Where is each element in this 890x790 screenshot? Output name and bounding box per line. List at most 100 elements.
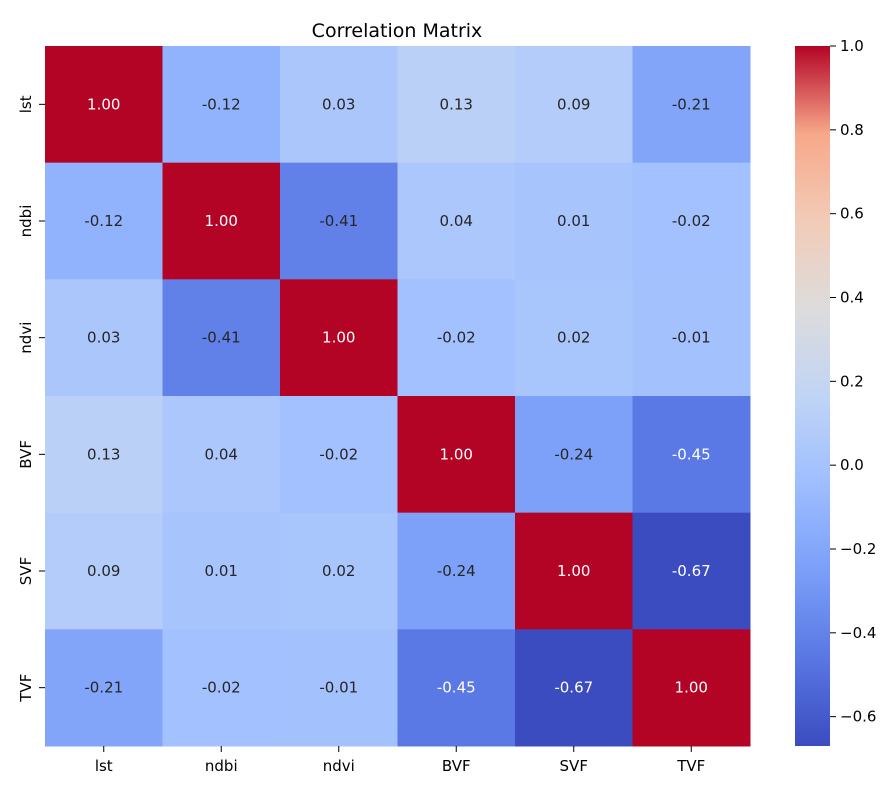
heatmap-cell-TVF-ndbi	[162, 629, 281, 747]
heatmap-cell-lst-SVF	[515, 46, 633, 164]
cell-value-ndbi-ndvi: -0.41	[319, 212, 358, 230]
heatmap-cell-lst-lst	[45, 46, 163, 164]
heatmap-cell-lst-ndbi	[162, 46, 281, 164]
colorbar-tick-label: 1.0	[840, 37, 864, 55]
colorbar-gradient	[795, 46, 830, 746]
cell-value-BVF-lst: 0.13	[87, 445, 120, 463]
heatmap-cell-ndbi-ndvi	[280, 162, 398, 280]
cell-value-lst-lst: 1.00	[87, 95, 120, 113]
x-tick-label-lst: lst	[95, 757, 113, 775]
cell-value-ndvi-TVF: -0.01	[672, 329, 711, 347]
chart-title: Correlation Matrix	[312, 20, 483, 42]
cell-value-TVF-lst: -0.21	[84, 679, 123, 697]
cell-value-BVF-TVF: -0.45	[672, 445, 711, 463]
heatmap-cell-TVF-lst	[45, 629, 163, 747]
heatmap-cell-ndbi-ndbi	[162, 162, 281, 280]
cell-value-lst-ndvi: 0.03	[322, 95, 355, 113]
heatmap-cell-lst-BVF	[397, 46, 516, 164]
cell-value-SVF-ndbi: 0.01	[205, 562, 238, 580]
heatmap-cell-BVF-SVF	[515, 396, 633, 514]
cell-value-ndvi-ndbi: -0.41	[202, 329, 241, 347]
colorbar-tick-label: 0.6	[840, 205, 864, 223]
colorbar-tick-label: 0.0	[840, 456, 864, 474]
heatmap-cell-BVF-BVF	[397, 396, 516, 514]
cell-value-ndvi-SVF: 0.02	[557, 329, 590, 347]
heatmap-cell-lst-ndvi	[280, 46, 398, 164]
cell-value-BVF-SVF: -0.24	[554, 445, 593, 463]
heatmap-cells	[45, 46, 751, 747]
heatmap-cell-ndvi-SVF	[515, 279, 633, 397]
heatmap-cell-SVF-TVF	[632, 512, 751, 630]
colorbar: 1.0 0.8 0.6 0.4 0.2 0.0 −0.2 −0.4 −0.6	[795, 37, 876, 746]
heatmap-cell-ndbi-lst	[45, 162, 163, 280]
cell-value-ndbi-BVF: 0.04	[440, 212, 473, 230]
cell-value-TVF-TVF: 1.00	[675, 679, 708, 697]
heatmap-cell-SVF-ndbi	[162, 512, 281, 630]
y-tick-label-BVF: BVF	[17, 440, 35, 469]
x-tick-label-ndbi: ndbi	[205, 757, 238, 775]
heatmap-cell-BVF-TVF	[632, 396, 751, 514]
cell-value-ndbi-lst: -0.12	[84, 212, 123, 230]
heatmap-cell-SVF-ndvi	[280, 512, 398, 630]
cell-value-ndvi-BVF: -0.02	[437, 329, 476, 347]
cell-value-TVF-ndvi: -0.01	[319, 679, 358, 697]
heatmap-cell-ndbi-TVF	[632, 162, 751, 280]
cell-value-ndvi-ndvi: 1.00	[322, 329, 355, 347]
heatmap-cell-TVF-TVF	[632, 629, 751, 747]
heatmap-cell-BVF-ndbi	[162, 396, 281, 514]
cell-annotations: 1.00 -0.12 0.03 0.13 0.09 -0.21 -0.12 1.00 -0.41…	[84, 95, 710, 696]
cell-value-lst-BVF: 0.13	[440, 95, 473, 113]
heatmap-cell-BVF-ndvi	[280, 396, 398, 514]
y-tick-label-ndbi: ndbi	[17, 205, 35, 238]
cell-value-lst-TVF: -0.21	[672, 95, 711, 113]
y-tick-label-ndvi: ndvi	[17, 322, 35, 354]
cell-value-ndbi-TVF: -0.02	[672, 212, 711, 230]
cell-value-lst-ndbi: -0.12	[202, 95, 241, 113]
cell-value-BVF-BVF: 1.00	[440, 445, 473, 463]
heatmap-cell-ndbi-SVF	[515, 162, 633, 280]
cell-value-SVF-lst: 0.09	[87, 562, 120, 580]
heatmap-cell-lst-TVF	[632, 46, 751, 164]
colorbar-tick-label: −0.6	[840, 708, 876, 726]
cell-value-TVF-BVF: -0.45	[437, 679, 476, 697]
heatmap-cell-ndvi-ndbi	[162, 279, 281, 397]
heatmap-cell-SVF-lst	[45, 512, 163, 630]
cell-value-SVF-SVF: 1.00	[557, 562, 590, 580]
y-tick-label-SVF: SVF	[17, 557, 35, 585]
x-tick-label-SVF: SVF	[560, 757, 588, 775]
cell-value-TVF-SVF: -0.67	[554, 679, 593, 697]
cell-value-ndvi-lst: 0.03	[87, 329, 120, 347]
heatmap-cell-ndvi-BVF	[397, 279, 516, 397]
heatmap-cell-ndvi-TVF	[632, 279, 751, 397]
heatmap-cell-TVF-ndvi	[280, 629, 398, 747]
y-tick-label-lst: lst	[17, 95, 35, 113]
cell-value-ndbi-ndbi: 1.00	[205, 212, 238, 230]
colorbar-tick-label: −0.2	[840, 540, 876, 558]
heatmap-cell-ndvi-lst	[45, 279, 163, 397]
colorbar-tick-label: 0.8	[840, 121, 864, 139]
heatmap-cell-SVF-BVF	[397, 512, 516, 630]
cell-value-TVF-ndbi: -0.02	[202, 679, 241, 697]
cell-value-BVF-ndbi: 0.04	[205, 445, 238, 463]
cell-value-lst-SVF: 0.09	[557, 95, 590, 113]
y-tick-label-TVF: TVF	[17, 674, 35, 703]
x-axis: lst ndbi ndvi BVF SVF TVF	[95, 746, 705, 775]
heatmap-cell-ndbi-BVF	[397, 162, 516, 280]
heatmap-cell-BVF-lst	[45, 396, 163, 514]
colorbar-tick-label: −0.4	[840, 624, 876, 642]
cell-value-SVF-ndvi: 0.02	[322, 562, 355, 580]
heatmap-cell-ndvi-ndvi	[280, 279, 398, 397]
colorbar-tick-label: 0.2	[840, 372, 864, 390]
cell-value-SVF-BVF: -0.24	[437, 562, 476, 580]
x-tick-label-ndvi: ndvi	[323, 757, 355, 775]
x-tick-label-BVF: BVF	[442, 757, 471, 775]
heatmap-cell-SVF-SVF	[515, 512, 633, 630]
cell-value-BVF-ndvi: -0.02	[319, 445, 358, 463]
x-tick-label-TVF: TVF	[676, 757, 705, 775]
heatmap-cell-TVF-SVF	[515, 629, 633, 747]
cell-value-SVF-TVF: -0.67	[672, 562, 711, 580]
cell-value-ndbi-SVF: 0.01	[557, 212, 590, 230]
colorbar-tick-label: 0.4	[840, 288, 864, 306]
heatmap-cell-TVF-BVF	[397, 629, 516, 747]
